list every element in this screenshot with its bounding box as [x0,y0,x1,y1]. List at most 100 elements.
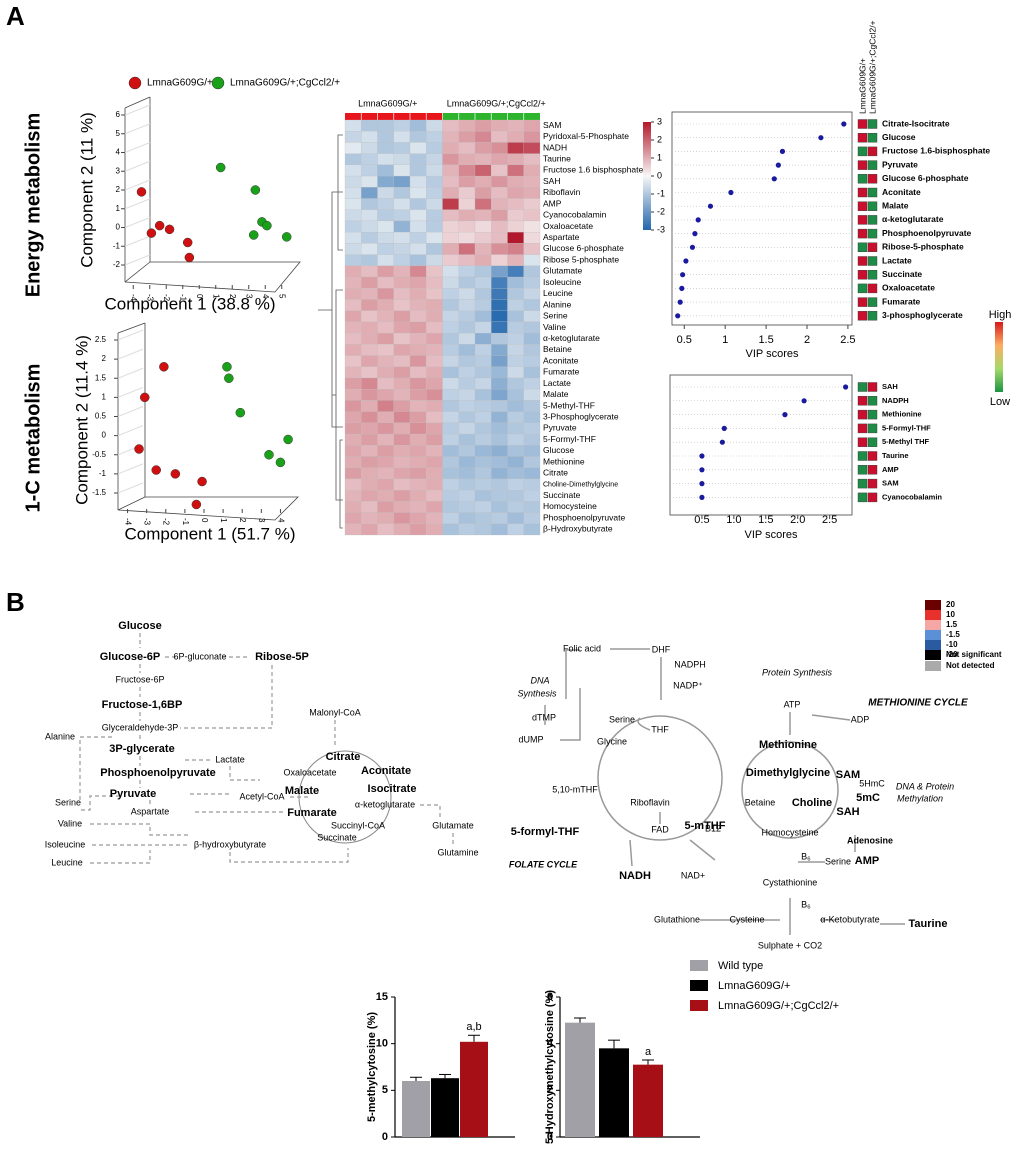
pathway-node: ATP [784,699,801,709]
heat-cell [523,187,541,199]
pathway-node: B₆ [801,899,811,909]
heat-cell [344,220,362,233]
heat-cell [507,366,524,379]
row-label: Ribose 5-phosphate [543,254,619,264]
heat-cell [409,445,427,457]
heat-cell [377,220,394,233]
heat-cell [426,142,443,154]
heat-cell [377,310,394,323]
pathway-node: α-Ketobutyrate [820,914,879,924]
heat-cell [523,276,541,289]
heat-cell [344,321,362,334]
heat-cell [426,321,443,334]
y-tick-label: 0 [116,223,121,232]
heat-cell [409,187,427,199]
heat-cell [442,512,459,524]
level-box [857,382,868,392]
vip-gradient [995,322,1003,392]
heat-cell [442,310,459,323]
grid-line [124,160,151,172]
point [151,465,161,475]
heat-cell [442,175,459,188]
heat-cell [458,422,476,435]
heat-cell [523,153,541,165]
heat-cell [507,243,524,255]
heat-cell [426,254,443,266]
level-box [867,451,878,461]
axis-box [124,96,301,293]
heat-cell [442,153,459,165]
pathway-node: Isoleucine [45,839,86,849]
row-label: 5-Methyl-THF [543,400,595,410]
heat-cell [344,523,362,536]
pathway-node: Fructose-1,6BP [102,699,183,711]
pathway-node: dUMP [518,734,543,744]
heat-cell [442,142,459,154]
heat-cell [393,243,411,255]
colorbar-label: 2 [657,134,662,144]
heat-cell [442,389,459,401]
pathway-node: FOLATE CYCLE [509,859,578,869]
y-tick-label: 4 [547,1038,554,1050]
vip-dot [719,439,725,445]
pathway-node: Fructose-6P [115,674,164,684]
heat-cell [491,366,508,379]
legend-label: LmnaG609G/+ [718,980,790,992]
heat-cell [491,232,508,244]
heat-cell [393,299,411,311]
heat-cell [409,344,427,356]
level-box [857,478,868,489]
pathway-node: Alanine [45,731,75,741]
row-label: Choline-Dimethylglycine [543,481,618,488]
vip-dot [699,481,705,487]
legend-label: LmnaG609G/+;CgCcl2/+ [230,78,340,89]
heat-cell [458,478,476,491]
bar [431,1078,459,1137]
heat-cell [393,175,411,188]
heat-cell [344,445,362,457]
fold-label: 20 [946,600,955,609]
y-tick-label: -1.5 [92,488,106,497]
heat-cell [377,187,394,199]
y-tick-label: 2 [116,185,121,194]
heat-cell [377,153,394,165]
heat-cell [507,501,524,513]
point [275,457,286,468]
colorbar [643,122,651,230]
heat-cell [393,400,411,412]
heat-cell [442,433,459,446]
heat-cell [361,254,378,266]
heat-cell [393,131,411,143]
x-tick-label: 0.5 [694,514,709,526]
heat-cell [507,478,524,491]
heat-cell [361,310,378,323]
heat-cell [409,131,427,143]
heat-cell [523,299,541,311]
heat-cell [426,400,443,412]
point [248,230,259,240]
heat-cell [344,142,362,154]
colorbar-label: -3 [657,224,665,234]
heat-cell [393,153,411,165]
heat-cell [426,164,443,177]
heat-cell [393,321,411,334]
y-tick-label: 1 [102,392,107,401]
row-label: Fructose 1.6 bisphosphate [543,165,643,175]
vip-dot [728,189,734,196]
heat-cell [344,355,362,367]
level-box [857,187,868,198]
heat-cell [491,131,508,143]
legend-marker [128,76,142,90]
heat-cell [409,433,427,446]
pathway-node: NADP⁺ [673,680,703,690]
heat-cell [507,344,524,356]
heat-cell [377,164,394,177]
level-box [867,409,878,420]
heat-cell [442,422,459,435]
heat-cell [361,422,378,435]
heat-cell [409,366,427,379]
grid-line [117,425,144,437]
category-label: SAH [882,382,898,391]
colorbar-label: -1 [657,188,665,198]
heat-cell [442,164,459,177]
